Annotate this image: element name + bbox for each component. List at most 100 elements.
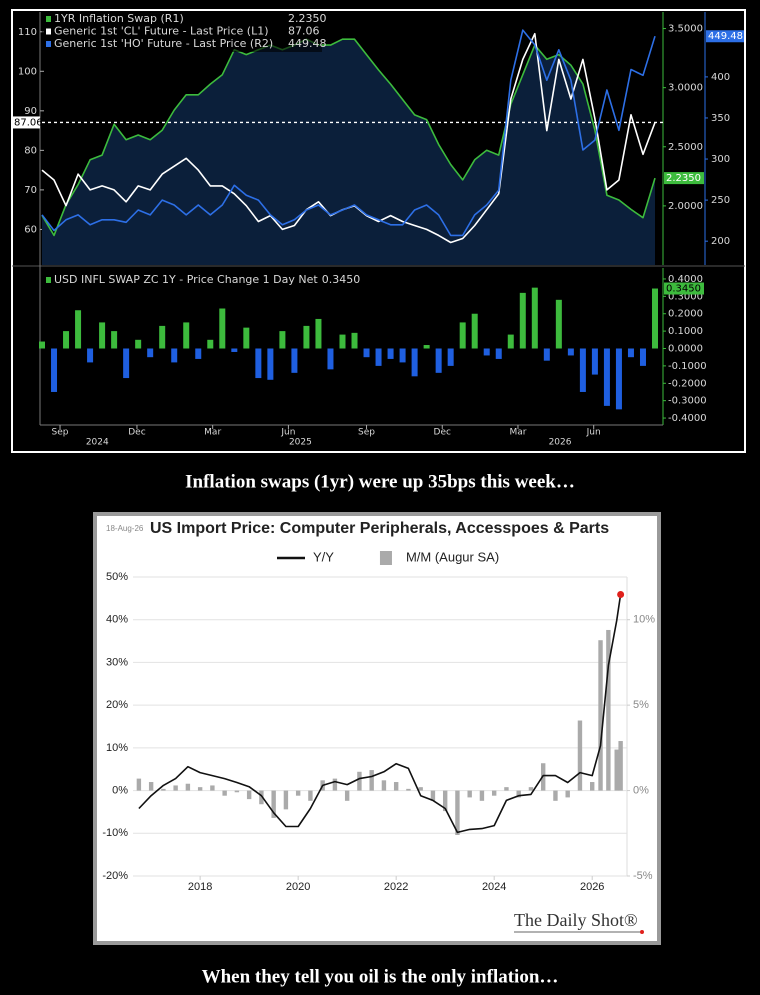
y2-tick-label: 10%	[633, 614, 655, 626]
y3-tick-label: 300	[711, 154, 730, 165]
bar	[271, 790, 276, 818]
bar	[591, 348, 598, 375]
bar	[430, 790, 436, 801]
bar	[279, 331, 286, 349]
bar	[590, 782, 595, 791]
y2-tick-label: 2.0000	[668, 201, 703, 212]
y-tick-label: 0%	[112, 784, 128, 796]
bar	[363, 348, 370, 358]
bar	[171, 348, 178, 363]
bar	[357, 771, 362, 791]
bar	[207, 339, 214, 349]
bar	[183, 322, 190, 349]
bar	[603, 348, 610, 406]
legend-value: 0.3450	[322, 273, 361, 286]
legend-label: Generic 1st 'CL' Future - Last Price (L1…	[54, 25, 269, 38]
last-value-box	[12, 116, 40, 129]
area	[42, 39, 655, 266]
bar	[399, 348, 406, 363]
bar	[123, 348, 130, 379]
bar	[618, 741, 623, 791]
bar	[267, 348, 274, 380]
x-tick-label: 2022	[384, 881, 408, 893]
bar	[148, 782, 154, 791]
line	[41, 29, 656, 237]
y3-tick-label: 400	[711, 72, 730, 83]
import-price-chart: 18-Aug-26 US Import Price: Computer Peri…	[93, 512, 661, 945]
bar	[161, 788, 166, 791]
bar	[423, 345, 430, 349]
last-value-label: 2.2350	[666, 173, 701, 184]
y-tick-label: 0.4000	[668, 274, 703, 285]
bar	[136, 778, 142, 791]
bar	[339, 334, 346, 349]
legend-label: Y/Y	[313, 549, 334, 564]
legend-label: USD INFL SWAP ZC 1Y - Price Change 1 Day…	[54, 273, 318, 286]
x-tick-label: Jun	[280, 428, 295, 438]
legend-label: 1YR Inflation Swap (R1)	[54, 12, 184, 25]
bar	[447, 348, 454, 366]
y-tick-label: 10%	[106, 742, 128, 754]
y-tick-label: 60	[24, 224, 37, 235]
legend-background	[42, 272, 367, 288]
bar	[173, 785, 178, 791]
bar	[39, 341, 45, 349]
legend-label: M/M (Augur SA)	[406, 549, 499, 564]
legend-swatch	[46, 41, 51, 47]
bar	[652, 288, 658, 349]
bar	[327, 348, 334, 370]
bar	[528, 787, 534, 791]
bloomberg-chart: 60 70 80 90 100 110 2.0000 2.5000 3.0000 3.5000 20…	[11, 9, 746, 453]
y-tick-label: 20%	[106, 699, 128, 711]
caption: Inflation swaps (1yr) were up 35bps this…	[185, 471, 575, 492]
chart-box	[93, 512, 661, 945]
bar	[344, 790, 350, 801]
bar	[418, 787, 423, 791]
y2-tick-label: 2.5000	[668, 142, 703, 153]
bar	[483, 348, 490, 356]
y-tick-label: 40%	[106, 614, 128, 626]
bar	[615, 348, 622, 410]
x-tick-label: Jun	[586, 428, 601, 438]
x-tick-label: Sep	[52, 428, 69, 438]
bar	[491, 790, 497, 796]
bar	[99, 322, 106, 349]
bar	[565, 790, 570, 798]
y2-tick-label: -5%	[633, 870, 653, 882]
watermark-dot	[640, 930, 644, 934]
bar	[315, 318, 322, 349]
y2-tick-label: 0%	[633, 784, 649, 796]
bar	[195, 348, 202, 359]
bar	[255, 348, 262, 379]
last-value-label: 0.3450	[666, 284, 701, 295]
bar	[295, 790, 301, 796]
line	[41, 38, 656, 237]
bar	[283, 790, 289, 810]
line	[138, 594, 622, 834]
x-tick-label: Mar	[204, 428, 221, 438]
bar	[246, 790, 252, 800]
x-tick-label: 2024	[482, 881, 506, 893]
bar	[63, 331, 70, 349]
chart-title: US Import Price: Computer Peripherals, A…	[150, 520, 609, 537]
y-tick-label: -0.1000	[668, 361, 707, 372]
legend-value: 87.06	[288, 25, 320, 38]
bar	[159, 325, 166, 349]
bar	[147, 348, 154, 358]
chart-date: 18-Aug-26	[106, 524, 144, 533]
bar	[308, 790, 313, 801]
y-tick-label: -10%	[102, 827, 128, 839]
bar	[543, 348, 550, 361]
x-tick-label: Sep	[358, 428, 375, 438]
bar	[197, 787, 203, 791]
y-tick-label: 30%	[106, 656, 128, 668]
bar	[291, 348, 298, 373]
bar	[555, 299, 562, 349]
bar	[516, 790, 521, 798]
x-tick-label: 2018	[188, 881, 212, 893]
y-tick-label: 0.0000	[668, 343, 703, 354]
x-tick-label: 2026	[580, 881, 604, 893]
legend-label: Generic 1st 'HO' Future - Last Price (R2…	[54, 37, 273, 50]
bar	[406, 788, 411, 791]
